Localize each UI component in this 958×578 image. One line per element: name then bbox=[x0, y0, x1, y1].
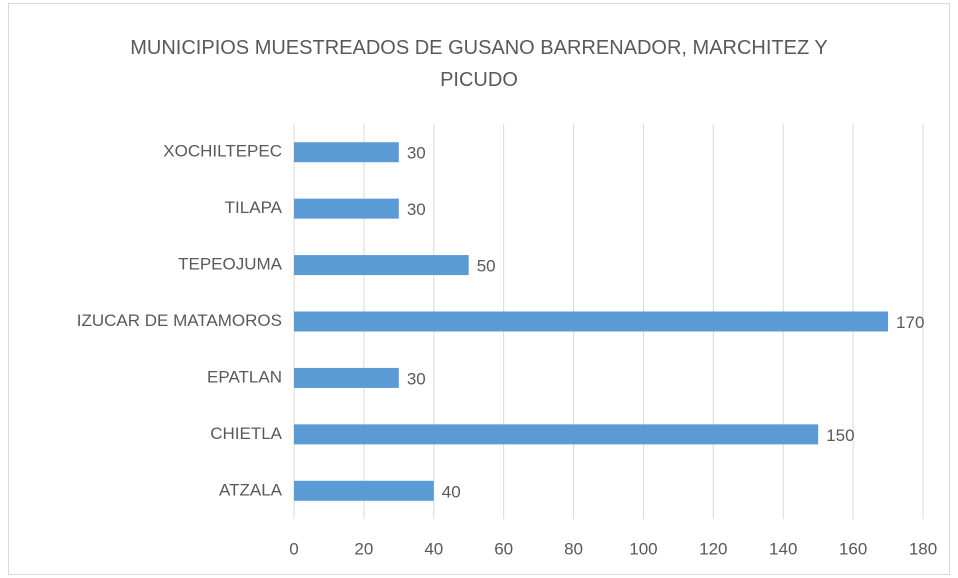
x-tick-label: 120 bbox=[699, 539, 727, 558]
bar bbox=[294, 424, 819, 445]
y-tick-label: IZUCAR DE MATAMOROS bbox=[77, 311, 282, 330]
bar bbox=[294, 311, 889, 332]
bar bbox=[294, 480, 434, 501]
x-tick-label: 160 bbox=[839, 539, 867, 558]
data-label: 170 bbox=[896, 313, 924, 332]
data-label: 40 bbox=[442, 482, 461, 501]
y-tick-label: CHIETLA bbox=[210, 424, 282, 443]
y-tick-label: XOCHILTEPEC bbox=[163, 142, 282, 161]
x-tick-label: 80 bbox=[564, 539, 583, 558]
x-tick-label: 180 bbox=[909, 539, 937, 558]
y-tick-label: TILAPA bbox=[225, 198, 283, 217]
bar bbox=[294, 367, 399, 388]
data-label: 150 bbox=[826, 426, 854, 445]
bar bbox=[294, 255, 469, 276]
chart-border bbox=[8, 3, 950, 575]
x-tick-label: 20 bbox=[354, 539, 373, 558]
data-label: 50 bbox=[477, 257, 496, 276]
x-tick-label: 60 bbox=[494, 539, 513, 558]
x-tick-label: 40 bbox=[424, 539, 443, 558]
bar bbox=[294, 142, 399, 163]
x-tick-label: 0 bbox=[289, 539, 298, 558]
y-tick-label: TEPEOJUMA bbox=[178, 255, 283, 274]
x-tick-label: 140 bbox=[769, 539, 797, 558]
data-label: 30 bbox=[407, 369, 426, 388]
x-tick-label: 100 bbox=[629, 539, 657, 558]
bar bbox=[294, 198, 399, 219]
y-tick-label: EPATLAN bbox=[207, 367, 282, 386]
data-label: 30 bbox=[407, 144, 426, 163]
y-tick-label: ATZALA bbox=[219, 480, 283, 499]
chart-title: MUNICIPIOS MUESTREADOS DE GUSANO BARRENA… bbox=[130, 37, 828, 91]
data-label: 30 bbox=[407, 200, 426, 219]
